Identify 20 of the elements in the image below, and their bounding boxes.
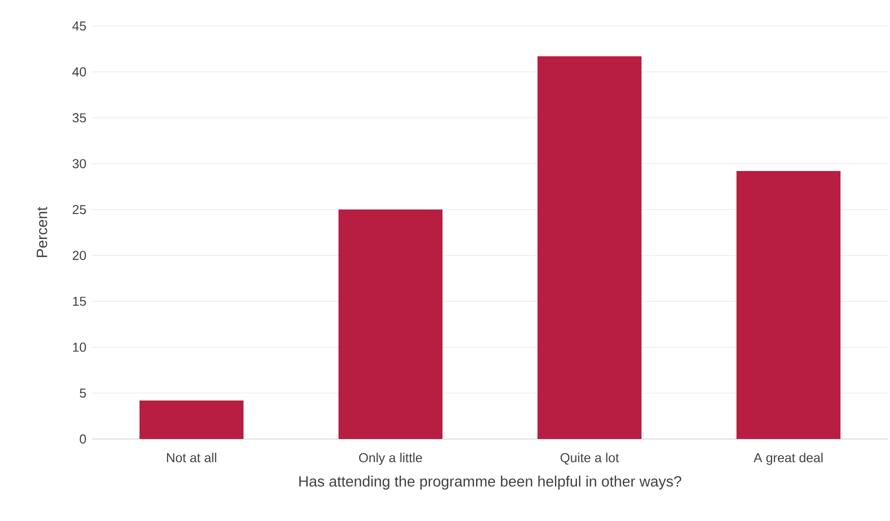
y-tick-label: 15 <box>73 296 86 306</box>
y-tick-label: 0 <box>80 434 86 444</box>
bar <box>538 56 642 439</box>
bar <box>736 171 841 439</box>
x-tick-label: Only a little <box>359 452 422 465</box>
x-axis-title: Has attending the programme been helpful in other ways? <box>299 476 682 490</box>
y-tick-label: 20 <box>72 250 86 260</box>
y-tick-label: 10 <box>73 342 86 352</box>
bar <box>338 210 443 439</box>
x-tick-label: A great deal <box>754 452 823 465</box>
y-tick-label: 45 <box>72 21 86 31</box>
y-tick-label: 40 <box>72 67 86 76</box>
x-tick-label: Quite a lot <box>560 452 619 465</box>
y-axis-title: Percent <box>36 206 48 258</box>
y-tick-label: 30 <box>72 159 86 168</box>
y-tick-label: 35 <box>72 113 86 122</box>
y-tick-label: 5 <box>80 388 86 398</box>
x-tick-label: Not at all <box>167 452 216 462</box>
y-tick-label: 25 <box>72 204 86 214</box>
bar <box>140 400 244 439</box>
